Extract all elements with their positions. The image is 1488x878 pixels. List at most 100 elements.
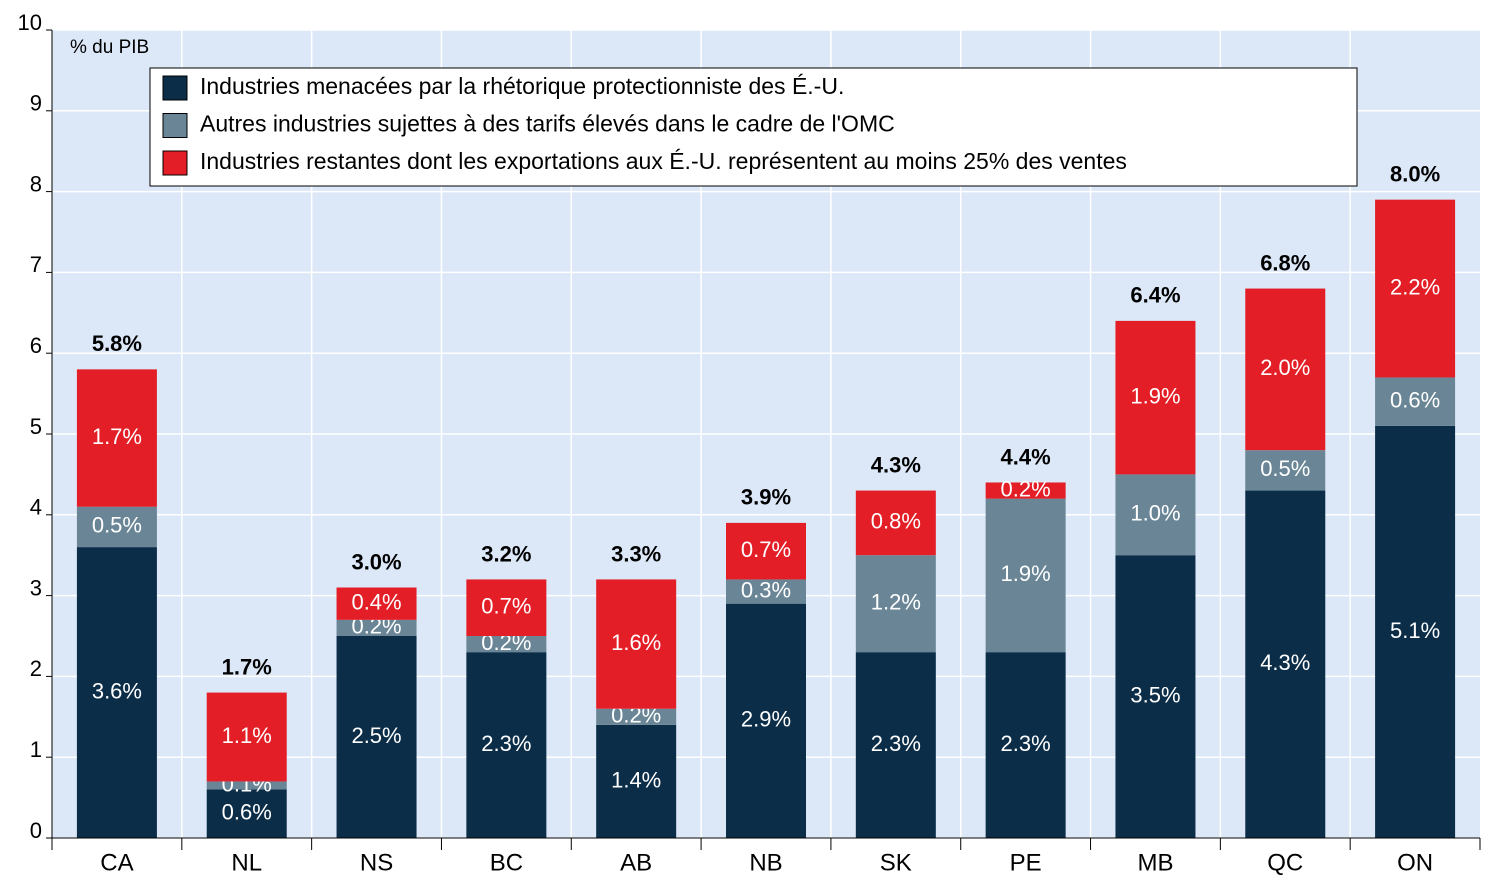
x-tick-label: BC bbox=[490, 849, 523, 876]
total-label: 6.4% bbox=[1130, 283, 1180, 308]
y-axis-label: % du PIB bbox=[70, 37, 149, 58]
bar-segment bbox=[466, 652, 547, 838]
value-label: 4.3% bbox=[1260, 650, 1310, 675]
bar-segment bbox=[596, 708, 677, 725]
total-label: 5.8% bbox=[92, 331, 142, 356]
total-label: 1.7% bbox=[222, 654, 272, 679]
value-label: 2.0% bbox=[1260, 355, 1310, 380]
bar-segment bbox=[1375, 425, 1456, 838]
bar-segment bbox=[985, 652, 1066, 838]
value-label: 0.7% bbox=[481, 594, 531, 619]
bar-segment bbox=[855, 652, 936, 838]
value-label: 0.6% bbox=[222, 800, 272, 825]
bar-segment bbox=[1245, 490, 1326, 838]
x-tick-label: AB bbox=[620, 849, 652, 876]
value-label: 3.5% bbox=[1130, 682, 1180, 707]
y-tick-label: 4 bbox=[30, 495, 42, 520]
legend-swatch bbox=[162, 113, 188, 138]
bar-segment bbox=[855, 490, 936, 556]
value-label: 2.9% bbox=[741, 707, 791, 732]
x-tick-label: QC bbox=[1267, 849, 1303, 876]
value-label: 2.3% bbox=[1001, 731, 1051, 756]
total-label: 4.3% bbox=[871, 452, 921, 477]
legend-label: Industries menacées par la rhétorique pr… bbox=[200, 73, 844, 99]
value-label: 1.9% bbox=[1130, 383, 1180, 408]
value-label: 2.3% bbox=[871, 731, 921, 756]
legend-swatch bbox=[162, 75, 188, 101]
value-label: 0.5% bbox=[92, 513, 142, 538]
bar-segment bbox=[336, 619, 417, 636]
bar-segment bbox=[1115, 555, 1196, 838]
bar-segment bbox=[1115, 320, 1196, 475]
value-label: 2.2% bbox=[1390, 274, 1440, 299]
bar-segment bbox=[206, 789, 287, 838]
value-label: 1.6% bbox=[611, 630, 661, 655]
x-tick-label: NS bbox=[360, 849, 393, 876]
y-tick-label: 3 bbox=[30, 575, 42, 600]
y-tick-label: 9 bbox=[30, 91, 42, 116]
total-label: 6.8% bbox=[1260, 250, 1310, 275]
x-tick-label: NB bbox=[749, 849, 782, 876]
value-label: 0.2% bbox=[1001, 476, 1051, 501]
x-tick-label: SK bbox=[880, 849, 912, 876]
value-label: 0.6% bbox=[1390, 387, 1440, 412]
bar-segment bbox=[726, 522, 806, 580]
bar-segment bbox=[596, 724, 677, 838]
y-tick-label: 0 bbox=[30, 818, 42, 843]
bar-segment bbox=[336, 636, 417, 838]
x-tick-label: MB bbox=[1137, 849, 1173, 876]
value-label: 0.5% bbox=[1260, 456, 1310, 481]
y-tick-label: 10 bbox=[18, 10, 42, 35]
bar-segment bbox=[1375, 199, 1456, 378]
value-label: 0.7% bbox=[741, 537, 791, 562]
bar-segment bbox=[1245, 288, 1326, 451]
bar-segment bbox=[1245, 450, 1326, 491]
bar-segment bbox=[206, 692, 287, 782]
y-tick-label: 7 bbox=[30, 252, 42, 277]
value-label: 0.8% bbox=[871, 509, 921, 534]
total-label: 4.4% bbox=[1001, 444, 1051, 469]
bar-segment bbox=[1115, 474, 1196, 556]
y-tick-label: 8 bbox=[30, 171, 42, 196]
value-label: 1.7% bbox=[92, 424, 142, 449]
bar-segment bbox=[855, 555, 936, 653]
legend-swatch bbox=[162, 150, 188, 176]
total-label: 8.0% bbox=[1390, 161, 1440, 186]
bar-segment bbox=[726, 579, 806, 604]
bar-segment bbox=[466, 579, 547, 636]
bar-segment bbox=[206, 781, 287, 790]
x-tick-label: NL bbox=[231, 849, 262, 876]
x-tick-label: PE bbox=[1010, 849, 1042, 876]
bar-segment bbox=[466, 636, 547, 653]
bar-segment bbox=[76, 547, 157, 838]
total-label: 3.3% bbox=[611, 541, 661, 566]
y-tick-label: 6 bbox=[30, 333, 42, 358]
total-label: 3.0% bbox=[351, 549, 401, 574]
bar-segment bbox=[985, 498, 1066, 653]
legend-box bbox=[149, 67, 1358, 187]
legend-label: Autres industries sujettes à des tarifs … bbox=[200, 111, 895, 137]
value-label: 1.9% bbox=[1001, 561, 1051, 586]
value-label: 0.3% bbox=[741, 577, 791, 602]
bar-segment bbox=[985, 482, 1066, 499]
total-label: 3.2% bbox=[481, 541, 531, 566]
bar-segment bbox=[76, 369, 157, 507]
y-tick-label: 1 bbox=[30, 737, 42, 762]
value-label: 3.6% bbox=[92, 678, 142, 703]
value-label: 1.0% bbox=[1130, 501, 1180, 526]
bar-segment bbox=[726, 603, 806, 838]
bar-segment bbox=[336, 587, 417, 620]
value-label: 1.4% bbox=[611, 767, 661, 792]
bar-segment bbox=[76, 506, 157, 548]
bar-segment bbox=[596, 579, 677, 709]
value-label: 5.1% bbox=[1390, 618, 1440, 643]
x-tick-label: ON bbox=[1397, 849, 1433, 876]
y-tick-label: 5 bbox=[30, 414, 42, 439]
y-tick-label: 2 bbox=[30, 656, 42, 681]
total-label: 3.9% bbox=[741, 485, 791, 510]
value-label: 2.3% bbox=[481, 731, 531, 756]
legend-label: Industries restantes dont les exportatio… bbox=[200, 148, 1127, 174]
bar-segment bbox=[1375, 377, 1456, 426]
legend: Industries menacées par la rhétorique pr… bbox=[149, 67, 1358, 187]
